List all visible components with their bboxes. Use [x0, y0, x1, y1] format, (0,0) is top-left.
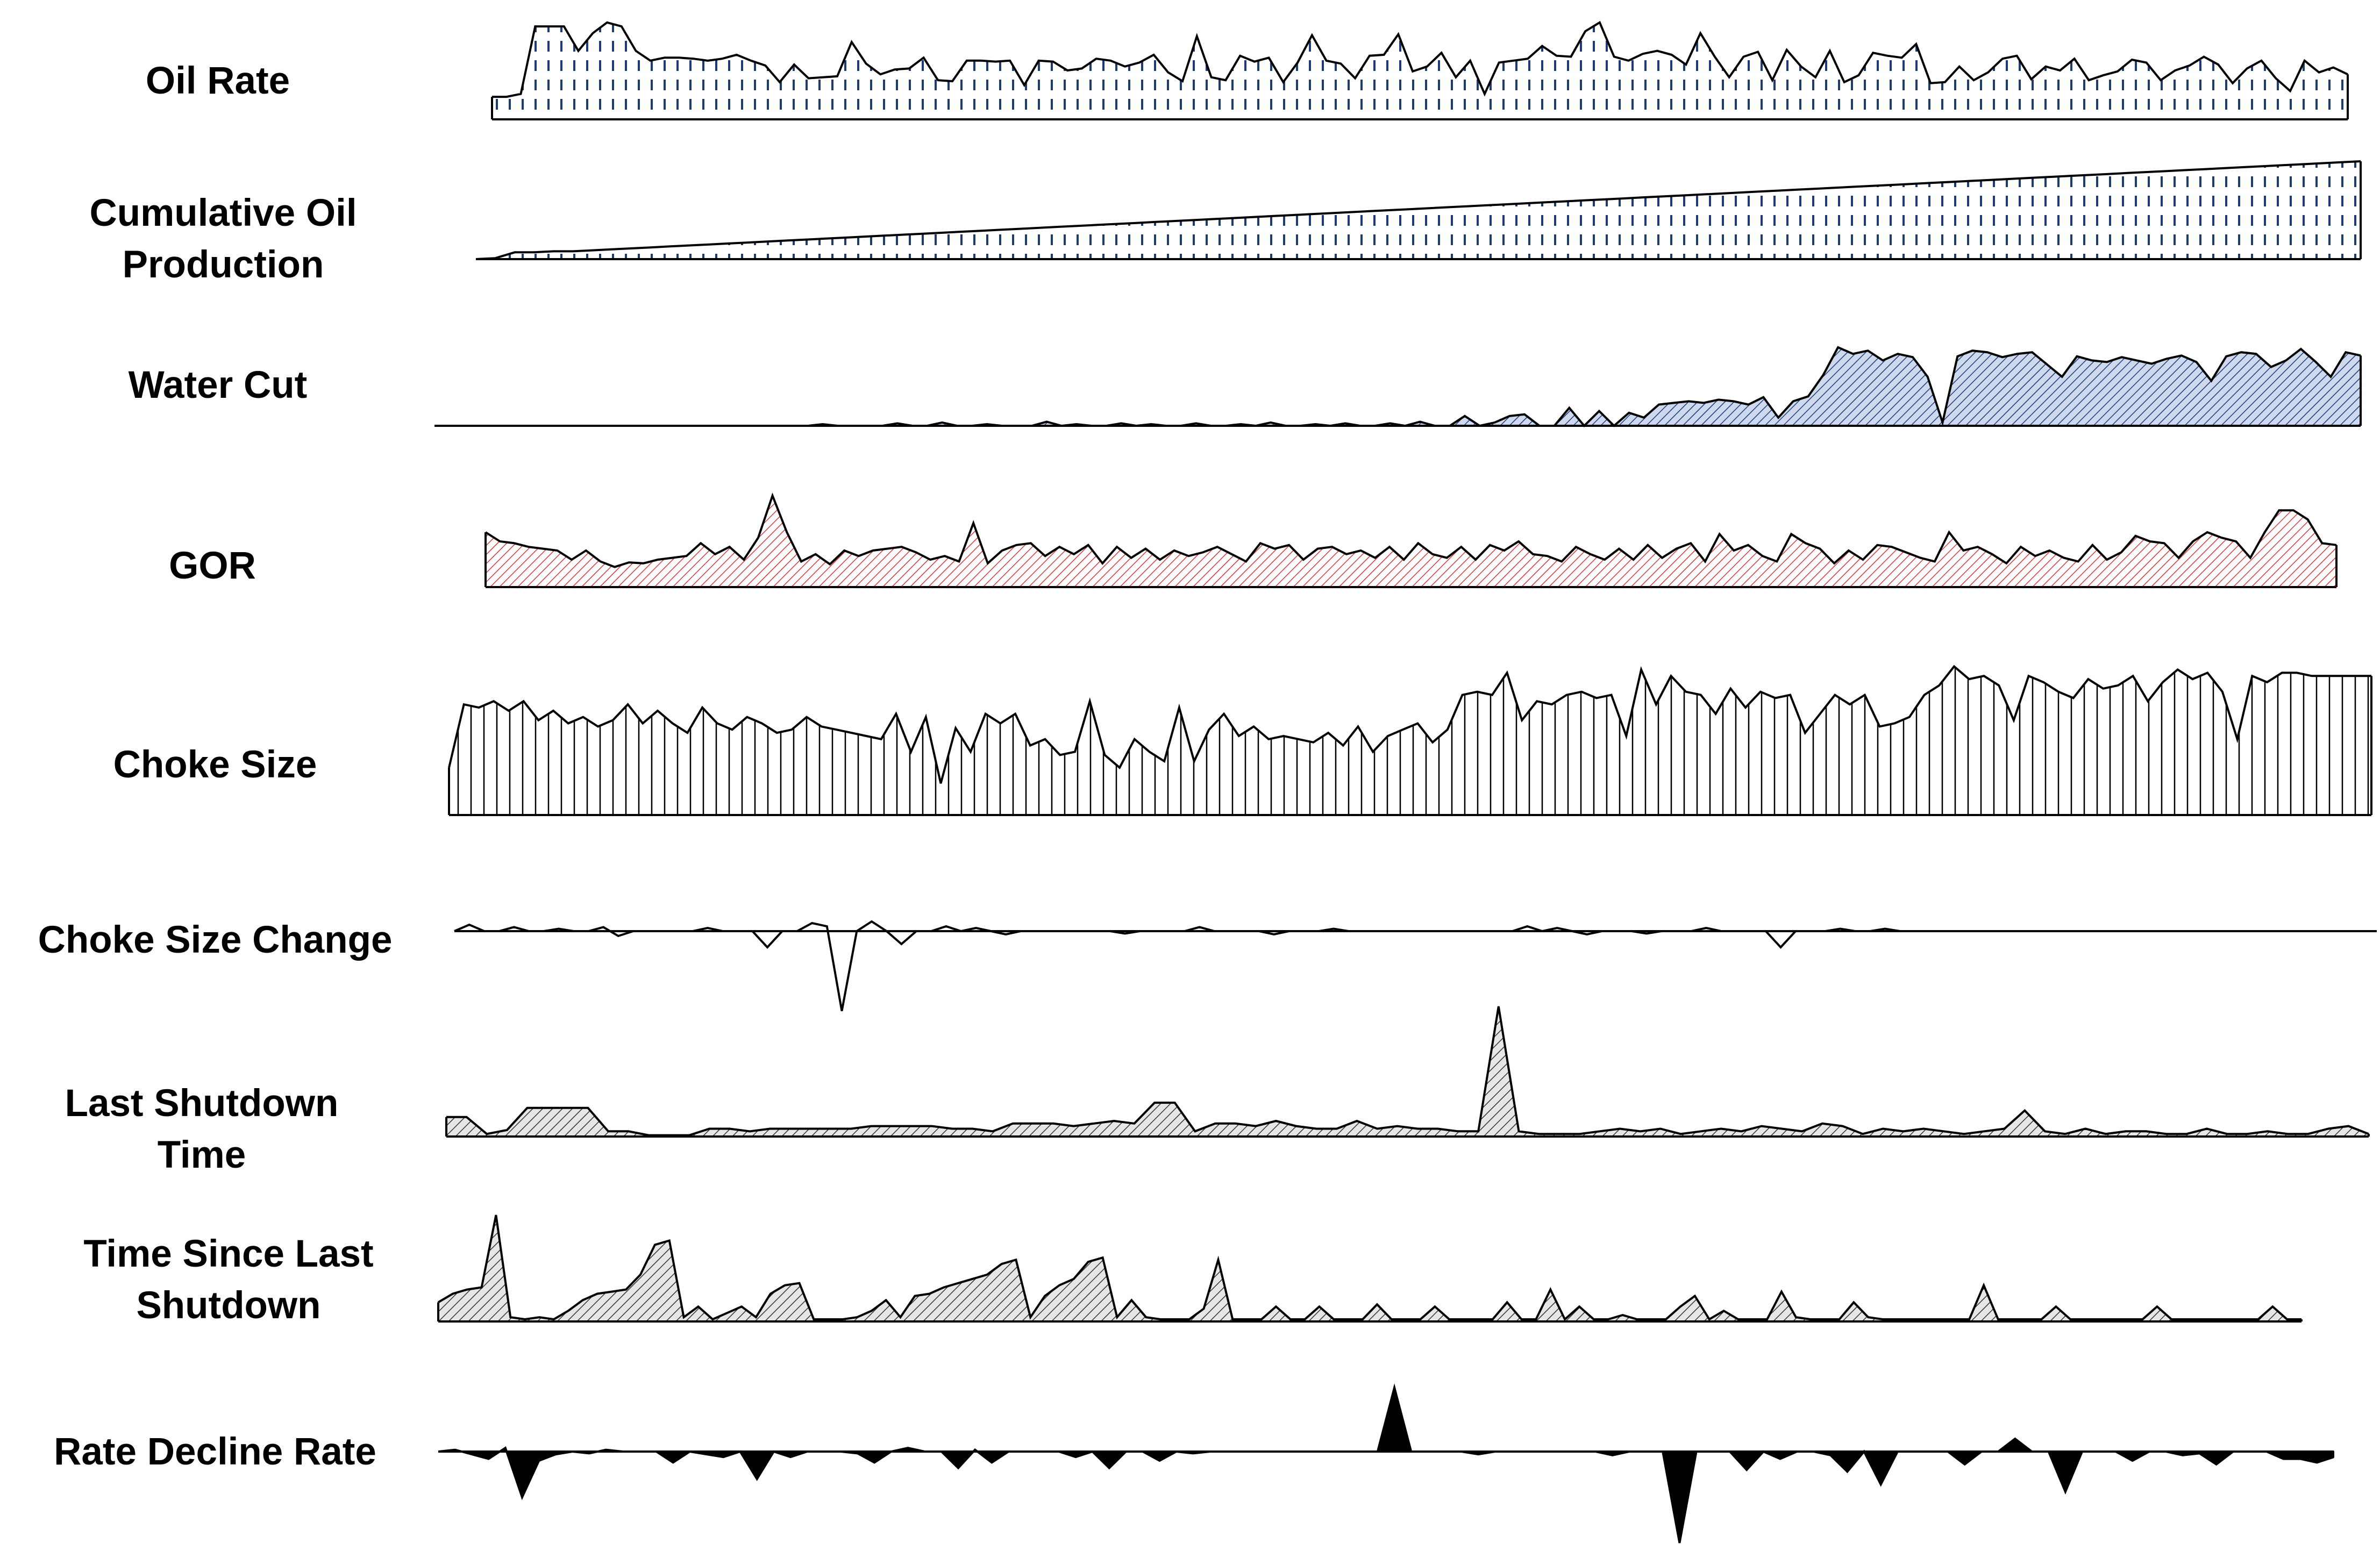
water-cut-line — [434, 346, 2361, 427]
time-since-last-shutdown-line — [437, 1214, 2301, 1321]
choke-size-line — [448, 664, 2371, 784]
last-shutdown-time-label-line-1: Last Shutdown — [65, 1082, 339, 1125]
cumulative-oil-production-label-line-1: Cumulative Oil — [89, 192, 357, 234]
rate-decline-rate-series — [438, 1383, 2334, 1543]
choke-size-change-label: Choke Size Change — [38, 919, 393, 961]
last-shutdown-time-label-line-2: Time — [158, 1134, 246, 1176]
rate-decline-rate-line — [438, 1383, 2334, 1543]
gor-label: GOR — [169, 545, 256, 587]
time-since-last-shutdown-series — [437, 1214, 2303, 1323]
choke-size-series — [448, 664, 2372, 816]
last-shutdown-time-series — [445, 1006, 2370, 1138]
oil-rate-label: Oil Rate — [146, 60, 290, 102]
water-cut-label: Water Cut — [129, 364, 308, 406]
oil-rate-area — [492, 22, 2348, 119]
gor-series — [484, 492, 2338, 588]
choke-size-change-series — [454, 920, 2377, 1011]
time-since-last-shutdown-area — [438, 1215, 2301, 1321]
oil-rate-series — [491, 20, 2349, 120]
last-shutdown-time-area — [446, 1006, 2369, 1137]
choke-size-area — [449, 666, 2371, 815]
rate-decline-rate-area — [438, 1385, 2334, 1543]
gor-line — [484, 492, 2337, 568]
cumulative-oil-production-line — [475, 160, 2361, 260]
water-cut-area — [434, 347, 2361, 426]
gor-area — [486, 496, 2336, 587]
oil-rate-line — [492, 20, 2348, 98]
cumulative-oil-production-label-line-2: Production — [123, 244, 324, 286]
choke-size-label: Choke Size — [113, 744, 317, 786]
cumulative-oil-production-series — [475, 160, 2362, 260]
last-shutdown-time-line — [446, 1006, 2369, 1137]
water-cut-series — [434, 346, 2362, 427]
time-since-last-shutdown-label-line-1: Time Since Last — [83, 1233, 373, 1275]
rate-decline-rate-label: Rate Decline Rate — [54, 1431, 376, 1473]
time-since-last-shutdown-label-line-2: Shutdown — [136, 1284, 320, 1327]
choke-size-change-line — [454, 920, 2377, 1011]
